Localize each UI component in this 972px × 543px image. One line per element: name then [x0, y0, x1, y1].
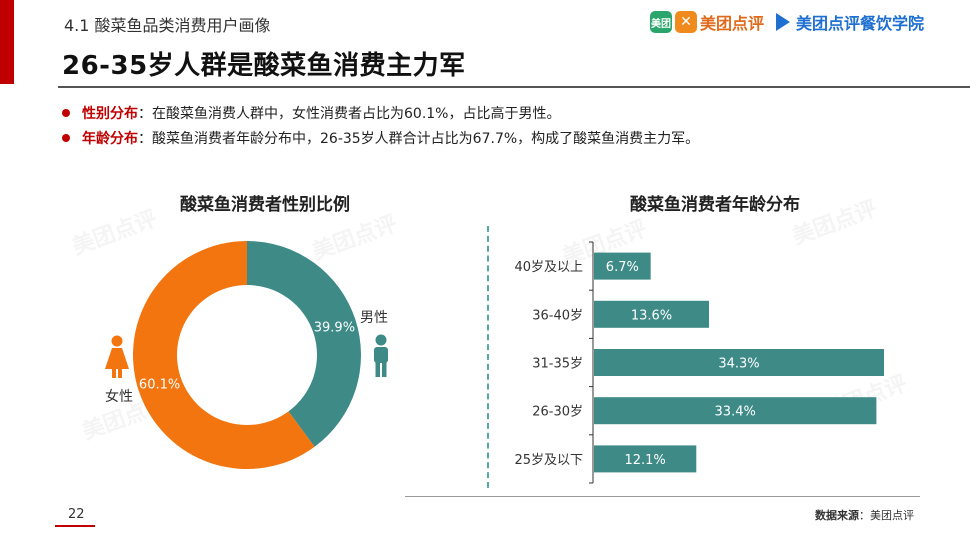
category-label: 25岁及以下: [514, 453, 583, 468]
legend-label-male: 男性: [360, 310, 388, 326]
title-divider: [58, 86, 970, 88]
section-subtitle: 4.1 酸菜鱼品类消费用户画像: [64, 16, 271, 35]
bullet-sep: ：: [138, 130, 152, 147]
source-value: ：美团点评: [859, 509, 914, 522]
bar-value-label: 33.4%: [715, 405, 756, 420]
donut-slice-female: [132, 241, 315, 469]
bullet-text: 酸菜鱼消费者年龄分布中，26-35岁人群合计占比为67.7%，构成了酸菜鱼消费主…: [152, 130, 700, 147]
bar: [594, 445, 697, 473]
category-label: 31-35岁: [532, 357, 583, 372]
bullet-key: 性别分布: [82, 105, 138, 122]
chart-divider: [487, 226, 489, 488]
bar: [594, 300, 709, 328]
bullet-dot: [62, 108, 70, 117]
key-findings: 性别分布 ： 在酸菜鱼消费人群中，女性消费者占比为60.1%，占比高于男性。 年…: [62, 100, 699, 150]
bar: [594, 349, 884, 376]
bullet-age: 年龄分布 ： 酸菜鱼消费者年龄分布中，26-35岁人群合计占比为67.7%，构成…: [62, 125, 699, 150]
accent-bar: [0, 0, 14, 84]
brand-logos: 美团 ✕ 美团点评 美团点评餐饮学院: [649, 10, 924, 34]
bar-value-label: 12.1%: [624, 453, 665, 468]
category-label: 36-40岁: [532, 308, 583, 323]
female-person-icon: [105, 335, 129, 378]
bar-value-label: 34.3%: [718, 357, 759, 372]
page-title: 26-35岁人群是酸菜鱼消费主力军: [62, 51, 466, 81]
page-number-underline: [55, 525, 95, 527]
academy-name: 美团点评餐饮学院: [795, 14, 924, 33]
watermark: 美团点评: [67, 201, 161, 261]
dianping-logo-icon: ✕: [674, 11, 697, 33]
donut-slice-male: [247, 241, 361, 447]
source-label: 数据来源: [815, 509, 859, 522]
age-chart-title: 酸菜鱼消费者年龄分布: [630, 195, 800, 215]
brand-name: 美团点评: [699, 14, 764, 33]
bullet-key: 年龄分布: [82, 130, 138, 147]
bullet-gender: 性别分布 ： 在酸菜鱼消费人群中，女性消费者占比为60.1%，占比高于男性。: [62, 100, 699, 125]
data-source: 数据来源：美团点评: [815, 507, 914, 523]
category-label: 26-30岁: [532, 405, 583, 420]
male-person-icon: [374, 334, 388, 377]
academy-logo-icon: [775, 13, 790, 31]
watermark: 美团点评: [817, 366, 911, 426]
gender-chart-title: 酸菜鱼消费者性别比例: [180, 195, 350, 215]
bullet-dot: [62, 133, 70, 142]
bullet-sep: ：: [138, 105, 152, 122]
footer-divider: [405, 496, 920, 497]
meituan-logo-icon: 美团: [649, 11, 672, 33]
donut-slice-label: 39.9%: [314, 320, 355, 335]
bar-value-label: 13.6%: [631, 308, 672, 323]
bullet-text: 在酸菜鱼消费人群中，女性消费者占比为60.1%，占比高于男性。: [152, 105, 561, 122]
page-number: 22: [68, 507, 85, 522]
watermark: 美团点评: [77, 386, 171, 446]
watermark: 美团点评: [557, 211, 651, 271]
bar-value-label: 6.7%: [606, 260, 639, 275]
